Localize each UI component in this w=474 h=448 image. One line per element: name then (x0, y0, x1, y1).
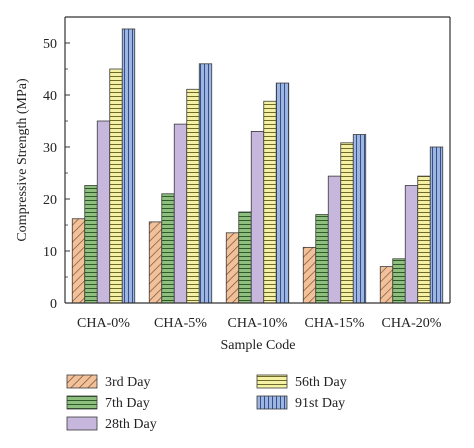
legend-label-28th-day: 28th Day (105, 417, 157, 432)
bar-3rd-day-3 (225, 232, 240, 304)
bar-56th-day-4 (340, 142, 354, 304)
bar-28th-day-4 (327, 175, 342, 304)
bar-56th-day-5 (417, 175, 431, 304)
y-tick-label: 40 (43, 89, 57, 104)
bar-91st-day-3 (275, 82, 290, 304)
bar-91st-day-5 (429, 146, 444, 304)
bar-91st-day-1 (121, 28, 136, 304)
x-tick-label: CHA-15% (305, 316, 365, 331)
x-axis-title: Sample Code (220, 338, 295, 353)
bar-3rd-day-2 (148, 221, 163, 304)
y-tick-label: 0 (50, 297, 57, 312)
legend-swatch-3rd-day (66, 374, 98, 389)
bar-3rd-day-5 (379, 266, 394, 304)
legend-swatch-28th-day (66, 416, 98, 431)
bar-3rd-day-4 (302, 246, 317, 304)
x-tick-label: CHA-5% (154, 316, 207, 331)
bar-28th-day-1 (96, 120, 111, 304)
bar-56th-day-3 (263, 100, 277, 304)
legend-swatch-91st-day (256, 395, 288, 410)
bar-3rd-day-1 (71, 218, 86, 304)
legend: 3rd Day 7th Day 28th Day 56th Day 91st Day (66, 374, 347, 432)
bar-7th-day-4 (315, 214, 329, 304)
bar-91st-day-4 (352, 134, 367, 304)
bar-28th-day-3 (250, 130, 265, 304)
bar-7th-day-5 (392, 258, 406, 304)
y-tick-label: 50 (43, 37, 57, 52)
bar-28th-day-2 (173, 123, 188, 304)
bar-28th-day-5 (404, 185, 419, 304)
y-tick-label: 20 (43, 193, 57, 208)
legend-swatch-7th-day (66, 395, 98, 410)
y-axis-title: Compressive Strength (MPa) (15, 78, 30, 242)
legend-label-56th-day: 56th Day (295, 375, 347, 390)
x-ticks-group: CHA-0% CHA-5% CHA-10% CHA-15% CHA-20% (77, 316, 442, 331)
bar-56th-day-2 (186, 88, 200, 304)
bar-91st-day-2 (198, 63, 213, 304)
legend-label-7th-day: 7th Day (105, 396, 150, 411)
x-tick-label: CHA-20% (382, 316, 442, 331)
y-ticks-group: 0 10 20 30 40 50 (43, 37, 70, 312)
bar-56th-day-1 (109, 68, 123, 304)
bars-group (71, 28, 444, 304)
y-tick-label: 30 (43, 141, 57, 156)
bar-7th-day-3 (238, 211, 252, 304)
x-tick-label: CHA-10% (228, 316, 288, 331)
bar-7th-day-1 (84, 185, 98, 304)
legend-swatch-56th-day (256, 374, 288, 389)
bar-7th-day-2 (161, 193, 175, 304)
legend-label-3rd-day: 3rd Day (105, 375, 151, 390)
y-tick-label: 10 (43, 245, 57, 260)
x-tick-label: CHA-0% (77, 316, 130, 331)
legend-label-91st-day: 91st Day (295, 396, 345, 411)
